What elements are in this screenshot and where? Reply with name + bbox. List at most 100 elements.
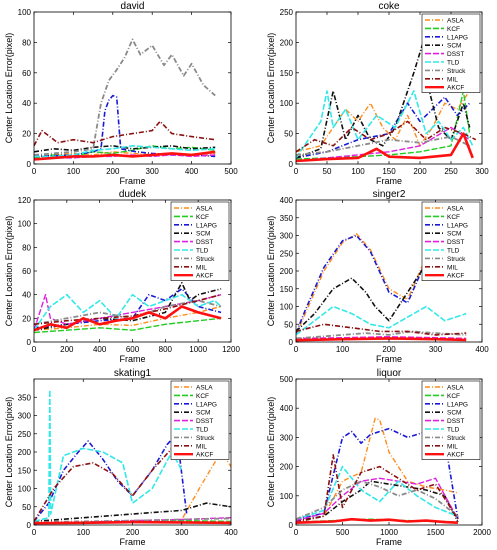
legend-label-tld: TLD — [447, 60, 460, 67]
x-tick-label: 400 — [185, 167, 199, 176]
series-line-akcf — [34, 307, 221, 331]
x-tick-label: 100 — [67, 167, 81, 176]
y-tick-label: 50 — [22, 503, 31, 512]
legend-label-dsst: DSST — [447, 51, 464, 58]
x-tick-label: 300 — [146, 167, 160, 176]
series-line-tld — [296, 91, 473, 158]
legend-label-l1apg: L1APG — [447, 222, 468, 229]
x-tick-label: 1000 — [189, 345, 207, 354]
legend-label-asla: ASLA — [196, 385, 213, 392]
y-tick-label: 150 — [280, 69, 294, 78]
series-line-l1apg — [34, 434, 187, 522]
legend-label-tld: TLD — [196, 427, 209, 434]
y-tick-label: 60 — [22, 267, 31, 276]
x-tick-label: 1000 — [380, 528, 398, 537]
series-line-mil — [34, 121, 215, 145]
x-tick-label: 0 — [294, 528, 299, 537]
y-tick-label: 20 — [22, 314, 31, 323]
y-tick-label: 120 — [18, 196, 32, 205]
series-line-tld — [296, 307, 466, 335]
legend-label-tld: TLD — [447, 248, 460, 255]
legend-label-dsst: DSST — [447, 418, 464, 425]
legend-label-l1apg: L1APG — [196, 401, 217, 408]
y-tick-label: 100 — [280, 492, 294, 501]
legend-label-struck: Struck — [447, 68, 466, 75]
y-tick-label: 100 — [18, 8, 32, 17]
y-tick-label: 300 — [280, 433, 294, 442]
y-tick-label: 300 — [18, 412, 32, 421]
y-tick-label: 200 — [280, 267, 294, 276]
y-tick-label: 50 — [284, 320, 293, 329]
x-axis-label: Frame — [119, 176, 145, 186]
y-tick-label: 20 — [22, 130, 31, 139]
y-tick-label: 250 — [18, 430, 32, 439]
y-tick-label: 200 — [280, 38, 294, 47]
x-tick-label: 150 — [382, 167, 396, 176]
legend-label-kcf: KCF — [196, 214, 209, 221]
legend-label-kcf: KCF — [447, 393, 460, 400]
x-tick-label: 100 — [351, 167, 365, 176]
y-tick-label: 40 — [22, 99, 31, 108]
y-tick-label: 0 — [289, 521, 294, 530]
legend-label-dsst: DSST — [196, 418, 213, 425]
y-tick-label: 250 — [280, 8, 294, 17]
x-tick-label: 100 — [77, 528, 91, 537]
x-tick-label: 300 — [175, 528, 189, 537]
legend-label-asla: ASLA — [447, 385, 464, 392]
chart-title: singer2 — [373, 189, 406, 200]
y-tick-label: 200 — [280, 463, 294, 472]
y-tick-label: 0 — [27, 338, 32, 347]
y-tick-label: 350 — [18, 393, 32, 402]
x-tick-label: 400 — [93, 345, 107, 354]
y-tick-label: 100 — [280, 303, 294, 312]
y-axis-label: Center Location Error(pixel) — [266, 33, 276, 144]
y-tick-label: 100 — [280, 99, 294, 108]
y-tick-label: 150 — [280, 285, 294, 294]
x-axis-label: Frame — [119, 354, 145, 364]
x-tick-label: 0 — [32, 528, 37, 537]
y-tick-label: 300 — [280, 232, 294, 241]
y-tick-label: 50 — [284, 130, 293, 139]
series-group — [34, 283, 221, 333]
x-tick-label: 600 — [126, 345, 140, 354]
chart-panel-liquor: liquor 0 500 1000 1500 2000 0 100 200 300 400 500 Fr… — [266, 368, 491, 547]
y-tick-label: 80 — [22, 38, 31, 47]
y-tick-label: 40 — [22, 291, 31, 300]
y-tick-label: 100 — [18, 220, 32, 229]
legend-label-struck: Struck — [447, 256, 466, 263]
series-line-asla — [34, 452, 231, 523]
legend-label-akcf: AKCF — [447, 452, 464, 459]
x-axis-label: Frame — [376, 176, 402, 186]
series-line-kcf — [296, 91, 470, 159]
x-axis-label: Frame — [376, 354, 402, 364]
legend-label-akcf: AKCF — [196, 452, 213, 459]
y-axis-label: Center Location Error(pixel) — [4, 33, 14, 144]
x-tick-label: 0 — [32, 167, 37, 176]
legend-label-asla: ASLA — [196, 206, 213, 213]
legend-label-struck: Struck — [447, 435, 466, 442]
legend-label-kcf: KCF — [447, 26, 460, 33]
chart-panel-dudek: dudek0 200 400 600 800 1000 120002040608010012… — [4, 189, 240, 364]
legend-label-mil: MIL — [196, 264, 207, 271]
y-tick-label: 0 — [289, 338, 294, 347]
legend-label-kcf: KCF — [447, 214, 460, 221]
x-tick-label: 200 — [106, 167, 120, 176]
x-tick-label: 50 — [323, 167, 332, 176]
x-tick-label: 0 — [32, 345, 37, 354]
x-tick-label: 200 — [126, 528, 140, 537]
legend-label-asla: ASLA — [447, 18, 464, 25]
series-line-tld — [34, 390, 182, 522]
series-line-akcf — [296, 519, 458, 523]
y-tick-label: 150 — [18, 466, 32, 475]
y-axis-label: Center Location Error(pixel) — [4, 397, 14, 508]
legend-label-asla: ASLA — [447, 206, 464, 213]
x-tick-label: 300 — [429, 345, 443, 354]
x-tick-label: 500 — [224, 167, 238, 176]
x-tick-label: 200 — [60, 345, 74, 354]
series-line-struck — [34, 39, 215, 154]
x-tick-label: 500 — [336, 528, 350, 537]
y-axis-label: Center Location Error(pixel) — [266, 397, 276, 508]
x-axis-label: Frame — [119, 537, 145, 547]
legend-label-l1apg: L1APG — [447, 401, 468, 408]
